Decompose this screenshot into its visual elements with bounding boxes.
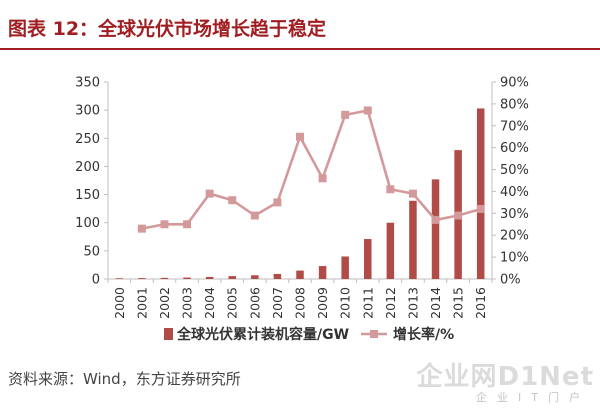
left-axis-tick-label: 100 xyxy=(75,216,100,231)
bar xyxy=(115,278,124,279)
bar xyxy=(386,222,395,279)
left-axis-tick-label: 0 xyxy=(92,273,100,288)
growth-marker xyxy=(160,220,169,229)
bar xyxy=(409,200,417,279)
growth-marker xyxy=(228,196,237,205)
legend-line-marker xyxy=(370,330,378,338)
x-axis-tick-label: 2001 xyxy=(134,287,149,319)
growth-marker xyxy=(205,189,214,198)
watermark-sub: 企业IT门户 xyxy=(476,391,590,404)
right-axis-tick-label: 90% xyxy=(500,76,529,91)
right-axis-tick-label: 40% xyxy=(500,185,529,200)
right-axis-tick-label: 80% xyxy=(500,97,529,112)
x-axis-tick-label: 2010 xyxy=(338,287,353,319)
growth-marker xyxy=(476,204,485,213)
bar xyxy=(364,239,372,279)
growth-marker xyxy=(296,132,304,141)
bar xyxy=(205,276,214,279)
legend-line-label: 增长率/% xyxy=(393,326,454,343)
growth-marker xyxy=(454,211,463,220)
x-axis-tick-label: 2008 xyxy=(293,287,308,319)
title-divider xyxy=(0,48,600,50)
bar xyxy=(183,277,191,279)
bar xyxy=(228,276,236,279)
bar xyxy=(431,179,440,279)
right-axis-tick-label: 0% xyxy=(500,273,521,288)
x-axis-tick-label: 2016 xyxy=(473,287,488,319)
x-axis-tick-label: 2004 xyxy=(202,287,217,319)
left-axis-tick-label: 350 xyxy=(75,76,100,91)
left-axis-tick-label: 200 xyxy=(75,160,100,175)
growth-marker xyxy=(341,110,350,119)
right-axis-tick-label: 60% xyxy=(500,141,529,156)
left-axis-tick-label: 300 xyxy=(75,104,100,119)
growth-marker xyxy=(431,215,440,224)
growth-marker xyxy=(137,224,146,233)
x-axis-tick-label: 2002 xyxy=(157,287,172,319)
left-axis-tick-label: 250 xyxy=(75,132,100,147)
watermark-main: 企业网D1Net xyxy=(416,362,594,392)
growth-marker xyxy=(250,211,259,220)
x-axis-tick-label: 2015 xyxy=(451,287,466,319)
x-axis-tick-label: 2006 xyxy=(247,287,262,319)
growth-marker xyxy=(386,185,395,194)
chart-title: 图表 12：全球光伏市场增长趋于稳定 xyxy=(8,18,327,40)
bar xyxy=(341,256,349,279)
bar xyxy=(296,270,304,279)
watermark-logo: 企业网D1Net 企业IT门户 xyxy=(416,356,594,404)
bar xyxy=(273,273,282,279)
growth-marker xyxy=(183,220,192,229)
x-axis-tick-label: 2013 xyxy=(405,287,420,319)
legend-bar-label: 全球光伏累计装机容量/GW xyxy=(176,326,349,343)
bar xyxy=(138,278,146,279)
bar xyxy=(318,266,327,279)
bar xyxy=(251,275,259,279)
right-axis-tick-label: 20% xyxy=(500,229,529,244)
bar xyxy=(160,277,169,279)
right-axis-tick-label: 70% xyxy=(500,119,529,134)
bar xyxy=(476,108,485,279)
x-axis-tick-label: 2014 xyxy=(428,287,443,319)
x-axis-tick-label: 2012 xyxy=(383,287,398,319)
growth-line xyxy=(141,108,482,230)
x-axis-tick-label: 2011 xyxy=(360,287,375,319)
x-axis-tick-label: 2005 xyxy=(225,287,240,319)
legend-bar-swatch xyxy=(164,328,173,340)
right-axis-tick-label: 50% xyxy=(500,163,529,178)
growth-marker xyxy=(318,174,327,183)
source-note: 资料来源：Wind，东方证券研究所 xyxy=(8,370,241,388)
x-axis-tick-label: 2000 xyxy=(112,287,127,319)
x-axis-tick-label: 2009 xyxy=(315,287,330,319)
growth-marker xyxy=(363,106,372,115)
left-axis-tick-label: 50 xyxy=(83,244,100,259)
x-axis-tick-label: 2007 xyxy=(270,287,285,319)
growth-marker xyxy=(408,189,417,198)
growth-marker xyxy=(273,198,282,207)
right-axis-tick-label: 10% xyxy=(500,251,529,266)
x-axis-tick-label: 2003 xyxy=(180,287,195,319)
right-axis-tick-label: 30% xyxy=(500,207,529,222)
left-axis-tick-label: 150 xyxy=(75,188,100,203)
